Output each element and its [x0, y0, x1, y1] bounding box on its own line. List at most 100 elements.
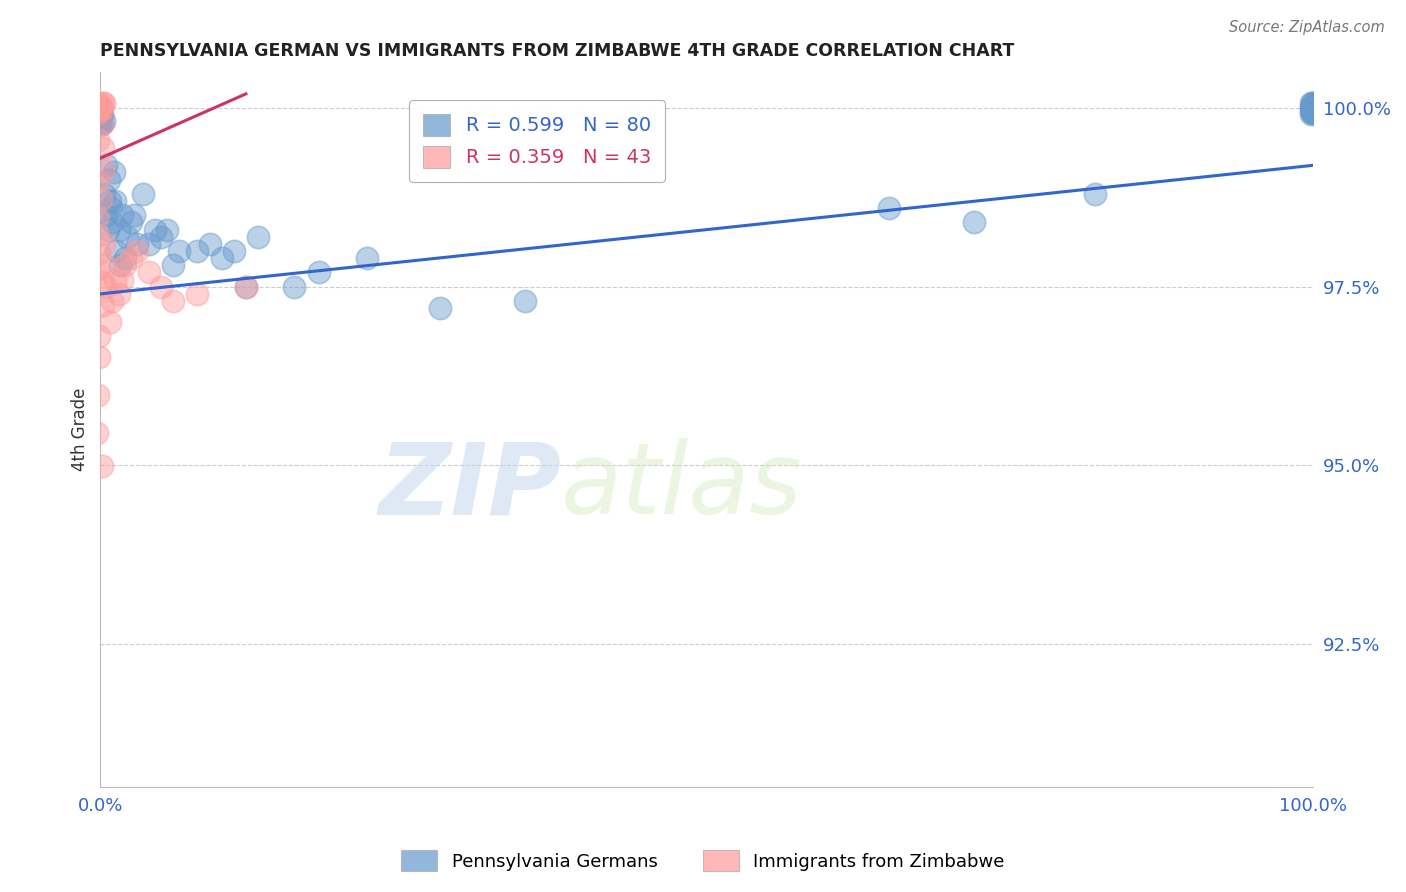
Point	[87, 262, 110, 277]
Text: Source: ZipAtlas.com: Source: ZipAtlas.com	[1229, 20, 1385, 35]
Point	[1302, 105, 1324, 120]
Point	[132, 186, 155, 201]
Point	[89, 115, 111, 129]
Point	[107, 222, 129, 236]
Point	[97, 222, 120, 236]
Point	[186, 244, 208, 258]
Point	[1302, 97, 1324, 112]
Point	[87, 107, 110, 121]
Point	[1303, 103, 1326, 118]
Point	[87, 100, 110, 114]
Point	[93, 95, 115, 110]
Point	[91, 140, 114, 154]
Point	[1305, 102, 1327, 116]
Point	[143, 222, 166, 236]
Point	[101, 293, 124, 308]
Point	[91, 117, 114, 131]
Point	[91, 108, 114, 122]
Point	[138, 265, 160, 279]
Point	[91, 275, 114, 289]
Point	[90, 192, 112, 206]
Point	[111, 272, 134, 286]
Point	[86, 100, 108, 114]
Point	[1303, 102, 1326, 116]
Point	[1303, 101, 1326, 115]
Point	[87, 350, 110, 364]
Point	[211, 251, 233, 265]
Point	[93, 236, 115, 251]
Point	[162, 293, 184, 308]
Point	[1301, 95, 1323, 110]
Point	[86, 388, 108, 402]
Point	[125, 244, 148, 258]
Point	[86, 133, 108, 147]
Point	[91, 117, 114, 131]
Point	[1303, 101, 1326, 115]
Text: PENNSYLVANIA GERMAN VS IMMIGRANTS FROM ZIMBABWE 4TH GRADE CORRELATION CHART: PENNSYLVANIA GERMAN VS IMMIGRANTS FROM Z…	[100, 42, 1015, 60]
Point	[1302, 101, 1324, 115]
Point	[1305, 103, 1327, 117]
Point	[97, 172, 120, 186]
Point	[101, 215, 124, 229]
Point	[89, 98, 111, 112]
Point	[120, 251, 142, 265]
Point	[513, 293, 536, 308]
Point	[120, 215, 142, 229]
Point	[86, 426, 108, 441]
Point	[89, 102, 111, 116]
Point	[87, 174, 110, 188]
Point	[86, 211, 108, 225]
Point	[89, 101, 111, 115]
Point	[91, 103, 114, 117]
Point	[1084, 186, 1107, 201]
Point	[91, 298, 114, 312]
Legend: Pennsylvania Germans, Immigrants from Zimbabwe: Pennsylvania Germans, Immigrants from Zi…	[394, 843, 1012, 879]
Legend: R = 0.599   N = 80, R = 0.359   N = 43: R = 0.599 N = 80, R = 0.359 N = 43	[409, 100, 665, 182]
Point	[114, 258, 136, 272]
Point	[98, 194, 121, 208]
Point	[1301, 106, 1323, 120]
Point	[90, 459, 112, 474]
Point	[124, 208, 146, 222]
Point	[111, 208, 134, 222]
Point	[89, 117, 111, 131]
Point	[93, 186, 115, 201]
Point	[1301, 102, 1323, 116]
Point	[125, 236, 148, 251]
Point	[89, 97, 111, 112]
Point	[1301, 100, 1323, 114]
Point	[1305, 104, 1327, 119]
Point	[1301, 96, 1323, 111]
Point	[108, 258, 131, 272]
Point	[235, 279, 257, 293]
Point	[87, 246, 110, 260]
Point	[235, 279, 257, 293]
Point	[186, 286, 208, 301]
Point	[162, 258, 184, 272]
Point	[963, 215, 986, 229]
Point	[1299, 107, 1322, 121]
Point	[89, 329, 111, 343]
Point	[98, 316, 121, 330]
Point	[86, 112, 108, 127]
Point	[1302, 103, 1324, 118]
Y-axis label: 4th Grade: 4th Grade	[72, 388, 89, 471]
Point	[103, 165, 125, 179]
Point	[104, 272, 127, 286]
Point	[138, 236, 160, 251]
Point	[94, 258, 117, 272]
Point	[1302, 99, 1324, 113]
Point	[356, 251, 378, 265]
Point	[1303, 103, 1326, 118]
Point	[115, 229, 138, 244]
Point	[1302, 98, 1324, 112]
Point	[94, 208, 117, 222]
Point	[877, 201, 900, 215]
Point	[247, 229, 270, 244]
Point	[308, 265, 330, 279]
Point	[89, 113, 111, 128]
Point	[150, 229, 173, 244]
Text: atlas: atlas	[561, 438, 803, 535]
Point	[1305, 102, 1327, 116]
Point	[91, 95, 114, 110]
